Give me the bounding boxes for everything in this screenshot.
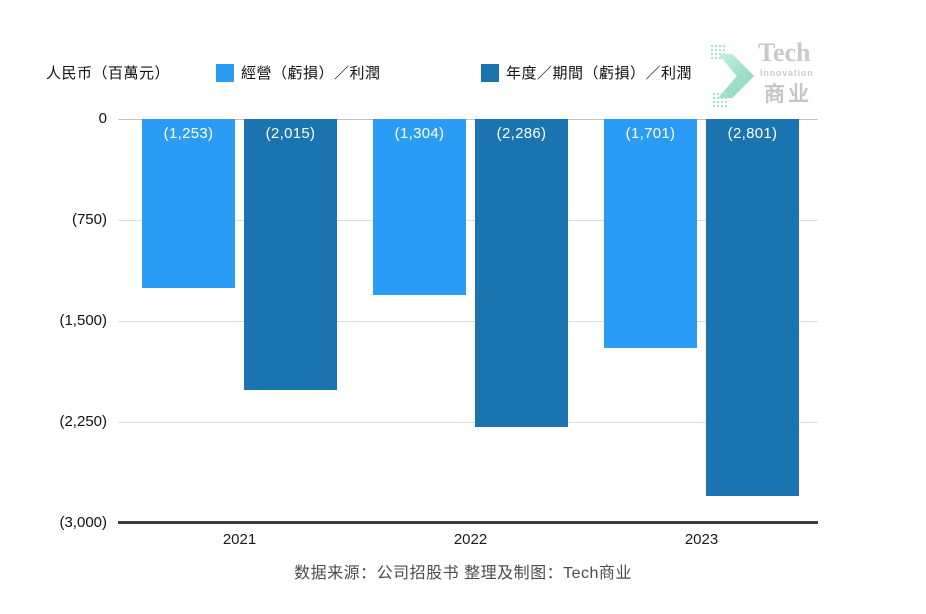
- legend-label-annual: 年度／期間（虧損）／利潤: [506, 65, 693, 82]
- bar-2023-series0: (1,701): [604, 119, 697, 349]
- bar-2021-series1: (2,015): [244, 119, 337, 391]
- legend-item-operating: 經營（虧損）／利潤: [216, 62, 381, 83]
- legend-swatch-annual: [481, 63, 499, 82]
- gridline: [118, 422, 818, 423]
- bar-2023-series1: (2,801): [706, 119, 799, 497]
- gridline: [118, 220, 818, 221]
- plot-area: (1,253) (2,015) (1,304) (2,286) (1,701) (2,80…: [118, 119, 818, 524]
- logo-dots-icon: [712, 92, 729, 107]
- gridline: [118, 521, 818, 524]
- logo-text-tech: Tech: [758, 38, 811, 67]
- legend-swatch-operating: [216, 63, 234, 82]
- x-tick-label-2021: 2021: [222, 531, 257, 548]
- y-tick-label: (750): [71, 211, 107, 228]
- bar-value-label: (1,253): [163, 125, 214, 142]
- y-tick-label: (1,500): [59, 312, 107, 329]
- logo-text-innovation: Innovation: [760, 68, 814, 78]
- bar-value-label: (2,286): [496, 125, 547, 142]
- bar-value-label: (1,701): [625, 125, 676, 142]
- brand-logo: Tech Innovation 商业: [710, 36, 840, 110]
- bar-2022-series0: (1,304): [373, 119, 466, 295]
- gridline: [118, 321, 818, 322]
- source-note: 数据来源：公司招股书 整理及制图：Tech商业: [294, 565, 632, 582]
- bar-value-label: (2,015): [265, 125, 316, 142]
- bar-value-label: (1,304): [394, 125, 445, 142]
- logo-text-shangye: 商业: [764, 83, 812, 106]
- y-tick-label: 0: [98, 110, 107, 127]
- x-tick-label-2022: 2022: [453, 531, 488, 548]
- bar-2022-series1: (2,286): [475, 119, 568, 427]
- bar-value-label: (2,801): [727, 125, 778, 142]
- bar-2021-series0: (1,253): [142, 119, 235, 288]
- gridline: [118, 119, 818, 120]
- y-tick-label: (3,000): [59, 514, 107, 531]
- legend-item-annual: 年度／期間（虧損）／利潤: [481, 62, 692, 83]
- x-tick-label-2023: 2023: [684, 531, 719, 548]
- legend-label-operating: 經營（虧損）／利潤: [241, 65, 381, 82]
- y-tick-label: (2,250): [59, 413, 107, 430]
- y-axis-unit-label: 人民币（百萬元）: [46, 65, 171, 82]
